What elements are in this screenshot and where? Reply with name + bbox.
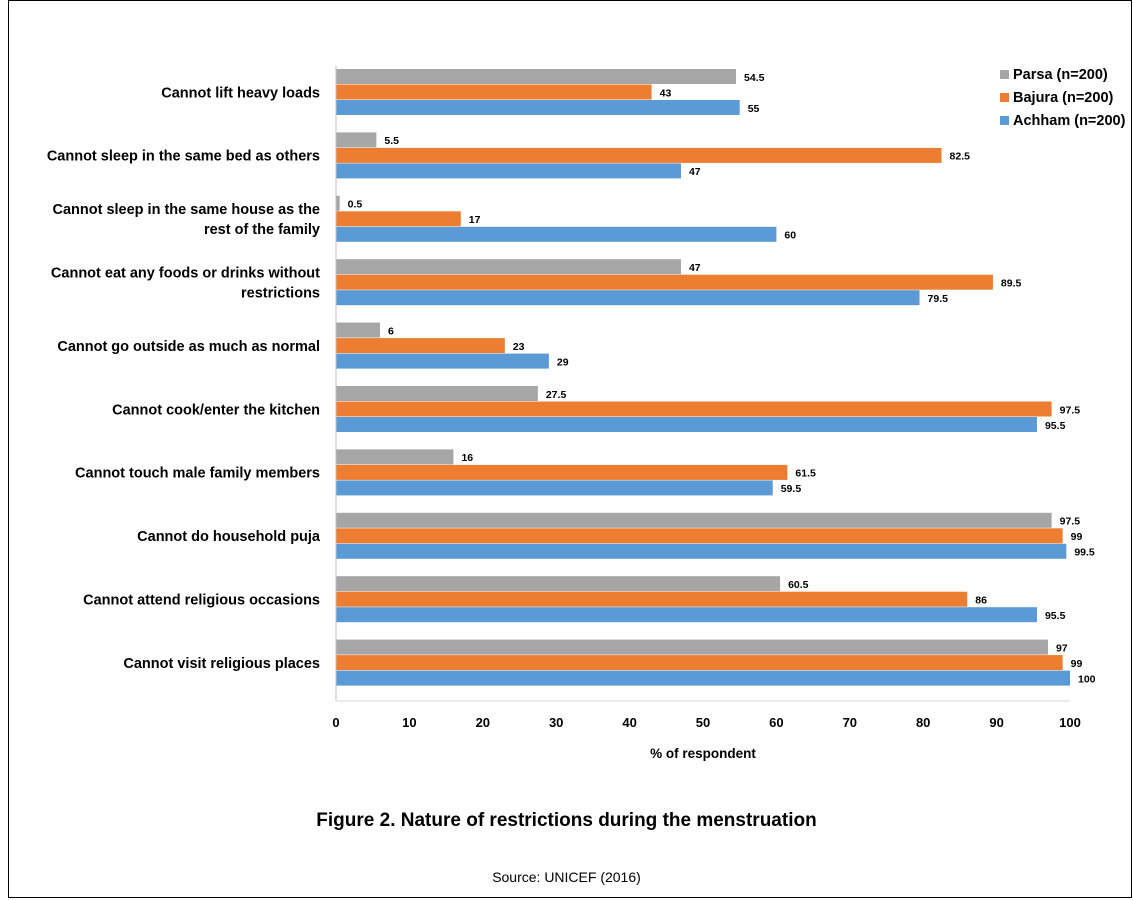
x-tick-label: 20 — [476, 715, 490, 730]
data-label: 0.5 — [348, 199, 363, 211]
category-labels: Cannot lift heavy loads Cannot sleep in t… — [47, 85, 321, 672]
legend-entry: Bajura (n=200) — [1013, 90, 1114, 106]
source-note: Source: UNICEF (2016) — [492, 869, 641, 885]
data-label: 43 — [660, 87, 672, 99]
x-tick-label: 90 — [989, 715, 1003, 730]
legend-swatch — [1000, 116, 1009, 125]
data-label: 99 — [1071, 531, 1083, 543]
x-tick-label: 60 — [769, 715, 783, 730]
category-label: Cannot cook/enter the kitchen — [112, 402, 320, 418]
bar-bajura — [336, 147, 942, 163]
data-label: 27.5 — [546, 389, 567, 401]
data-label: 99 — [1071, 658, 1083, 670]
bar-bajura — [336, 464, 788, 480]
x-axis-title: % of respondent — [650, 746, 756, 761]
bar-bajura — [336, 338, 505, 354]
bar-parsa — [336, 132, 377, 148]
bar-parsa — [336, 639, 1048, 655]
legend-swatch — [1000, 93, 1009, 102]
data-label: 55 — [748, 103, 760, 115]
data-label: 54.5 — [744, 72, 765, 84]
figure-caption: Figure 2. Nature of restrictions during … — [316, 810, 817, 831]
x-tick-label: 100 — [1059, 715, 1081, 730]
category-label: Cannot sleep in the same house as the — [52, 202, 320, 218]
bar-achham — [336, 226, 777, 242]
x-tick-label: 30 — [549, 715, 563, 730]
legend-entry: Parsa (n=200) — [1013, 67, 1108, 83]
bar-achham — [336, 163, 681, 179]
data-label: 97 — [1056, 642, 1068, 654]
bar-parsa — [336, 69, 737, 84]
legend-swatch — [1000, 70, 1009, 79]
data-label: 17 — [469, 214, 481, 226]
bar-achham — [336, 543, 1067, 559]
data-label: 100 — [1078, 673, 1096, 685]
data-label: 60 — [784, 230, 796, 242]
bar-achham — [336, 670, 1070, 686]
data-label: 79.5 — [928, 293, 949, 305]
data-label: 60.5 — [788, 579, 809, 591]
x-tick-label: 40 — [622, 715, 636, 730]
x-tick-label: 80 — [916, 715, 930, 730]
bar-bajura — [336, 211, 461, 227]
x-tick-label: 70 — [843, 715, 857, 730]
bar-parsa — [336, 576, 781, 592]
data-label: 95.5 — [1045, 420, 1066, 432]
category-label: Cannot do household puja — [137, 529, 321, 545]
bar-achham — [336, 607, 1037, 623]
data-label: 61.5 — [795, 468, 816, 480]
x-tick-label: 50 — [696, 715, 710, 730]
category-label: Cannot touch male family members — [75, 466, 320, 482]
bar-parsa — [336, 259, 681, 275]
data-label: 99.5 — [1074, 547, 1095, 559]
data-label: 16 — [461, 452, 473, 464]
category-label: Cannot sleep in the same bed as others — [47, 149, 320, 165]
data-label: 23 — [513, 341, 525, 353]
bar-bajura — [336, 591, 968, 607]
bar-bajura — [336, 401, 1052, 417]
category-label: Cannot attend religious occasions — [83, 592, 320, 608]
category-label: Cannot go outside as much as normal — [57, 339, 320, 355]
bar-achham — [336, 480, 773, 496]
data-label: 95.5 — [1045, 610, 1066, 622]
bar-parsa — [336, 195, 340, 211]
category-label: restrictions — [241, 285, 320, 301]
legend: Parsa (n=200) Bajura (n=200) Achham (n=200… — [1000, 67, 1126, 129]
bar-achham — [336, 353, 549, 369]
bar-parsa — [336, 449, 454, 465]
bar-achham — [336, 417, 1037, 432]
data-label: 47 — [689, 166, 701, 178]
x-axis: 0 10 20 30 40 50 60 70 80 90 100 % of respondent — [332, 66, 1081, 761]
data-label: 86 — [975, 594, 987, 606]
data-label: 29 — [557, 356, 569, 368]
category-label: Cannot eat any foods or drinks without — [51, 265, 320, 281]
bar-bajura — [336, 84, 652, 100]
bars-layer: 54.5 43 55 5.5 82.5 47 0.5 17 60 47 89.5 79.5 6 23 29 2… — [336, 69, 1096, 686]
bar-parsa — [336, 512, 1052, 528]
data-label: 6 — [388, 325, 394, 337]
category-label: rest of the family — [204, 222, 320, 238]
x-tick-label: 10 — [402, 715, 416, 730]
data-label: 82.5 — [950, 151, 971, 163]
x-tick-label: 0 — [332, 715, 339, 730]
data-label: 5.5 — [384, 135, 399, 147]
bar-bajura — [336, 528, 1063, 544]
data-label: 97.5 — [1060, 516, 1081, 528]
data-label: 89.5 — [1001, 277, 1022, 289]
category-label: Cannot visit religious places — [123, 656, 320, 672]
bar-achham — [336, 100, 740, 115]
data-label: 97.5 — [1060, 404, 1081, 416]
bar-achham — [336, 290, 920, 306]
bar-parsa — [336, 386, 538, 401]
bar-bajura — [336, 655, 1063, 671]
category-label: Cannot lift heavy loads — [161, 85, 320, 101]
bar-bajura — [336, 274, 993, 290]
data-label: 47 — [689, 262, 701, 274]
bar-parsa — [336, 322, 381, 338]
legend-entry: Achham (n=200) — [1013, 113, 1126, 129]
data-label: 59.5 — [781, 483, 802, 495]
